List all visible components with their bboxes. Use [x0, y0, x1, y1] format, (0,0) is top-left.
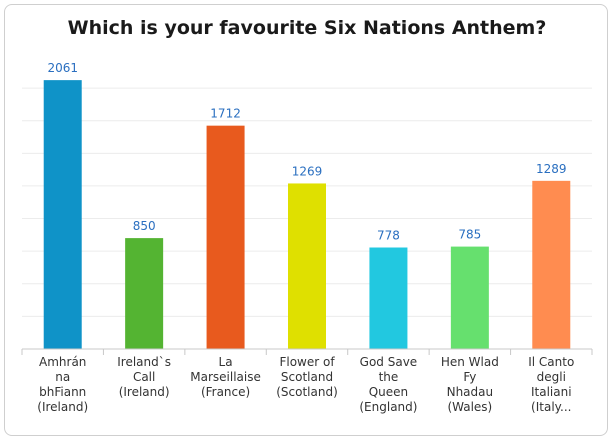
category-label-line: (Ireland) [37, 400, 88, 414]
bar [288, 183, 326, 349]
category-label-line: Scotland [281, 370, 333, 384]
bar [43, 80, 82, 349]
category-label: Hen Wlad Fy Nhadau (Wales) [441, 355, 499, 414]
value-label: 1289 [536, 162, 567, 176]
category-label-line: (Ireland) [119, 385, 170, 399]
category-label-line: Flower of [279, 355, 335, 369]
category-label: Flower of Scotland (Scotland) [276, 355, 338, 399]
category-labels: Amhrán na bhFiann (Ireland)Ireland`s Call (Ir… [37, 355, 574, 414]
category-label-line: Ireland`s [117, 355, 171, 369]
category-label-line: Amhrán [39, 355, 86, 369]
category-label-line: Queen [369, 385, 408, 399]
value-label: 1269 [292, 164, 323, 178]
value-labels: 2061 850 1712 1269 778 785 1289 [47, 61, 566, 242]
category-label-line: Hen Wlad [441, 355, 499, 369]
category-label-line: na [55, 370, 70, 384]
category-label-line: Nhadau [447, 385, 494, 399]
bar [532, 180, 571, 349]
category-label-line: God Save [360, 355, 418, 369]
value-label: 778 [377, 229, 400, 243]
bar [369, 247, 408, 349]
category-label: Il Canto degli Italiani (Italy... [528, 355, 574, 414]
chart-title: Which is your favourite Six Nations Anth… [67, 17, 547, 39]
bar [206, 125, 245, 349]
value-label: 1712 [210, 107, 241, 121]
category-label-line: Marseillaise [190, 370, 261, 384]
value-label: 785 [458, 228, 481, 242]
category-label-line: La [219, 355, 233, 369]
category-label: God Save the Queen (England) [359, 355, 417, 414]
category-label-line: Call [133, 370, 155, 384]
category-label-line: bhFiann [39, 385, 86, 399]
category-label-line: (Scotland) [276, 385, 338, 399]
value-label: 2061 [47, 61, 78, 75]
category-label-line: Italiani [531, 385, 572, 399]
category-label: Ireland`s Call (Ireland) [117, 355, 171, 399]
category-label-line: (France) [201, 385, 250, 399]
value-label: 850 [133, 219, 156, 233]
x-axis [21, 348, 593, 355]
category-label-line: (Wales) [447, 400, 492, 414]
bars [43, 80, 571, 349]
category-label: La Marseillaise (France) [190, 355, 261, 399]
category-label-line: the [379, 370, 399, 384]
category-label-line: (Italy... [531, 400, 571, 414]
category-label-line: degli [537, 370, 566, 384]
category-label-line: Il Canto [528, 355, 574, 369]
category-label-line: (England) [359, 400, 417, 414]
bar [125, 238, 164, 349]
category-label: Amhrán na bhFiann (Ireland) [37, 355, 88, 414]
category-label-line: Fy [463, 370, 476, 384]
bar [450, 246, 489, 349]
